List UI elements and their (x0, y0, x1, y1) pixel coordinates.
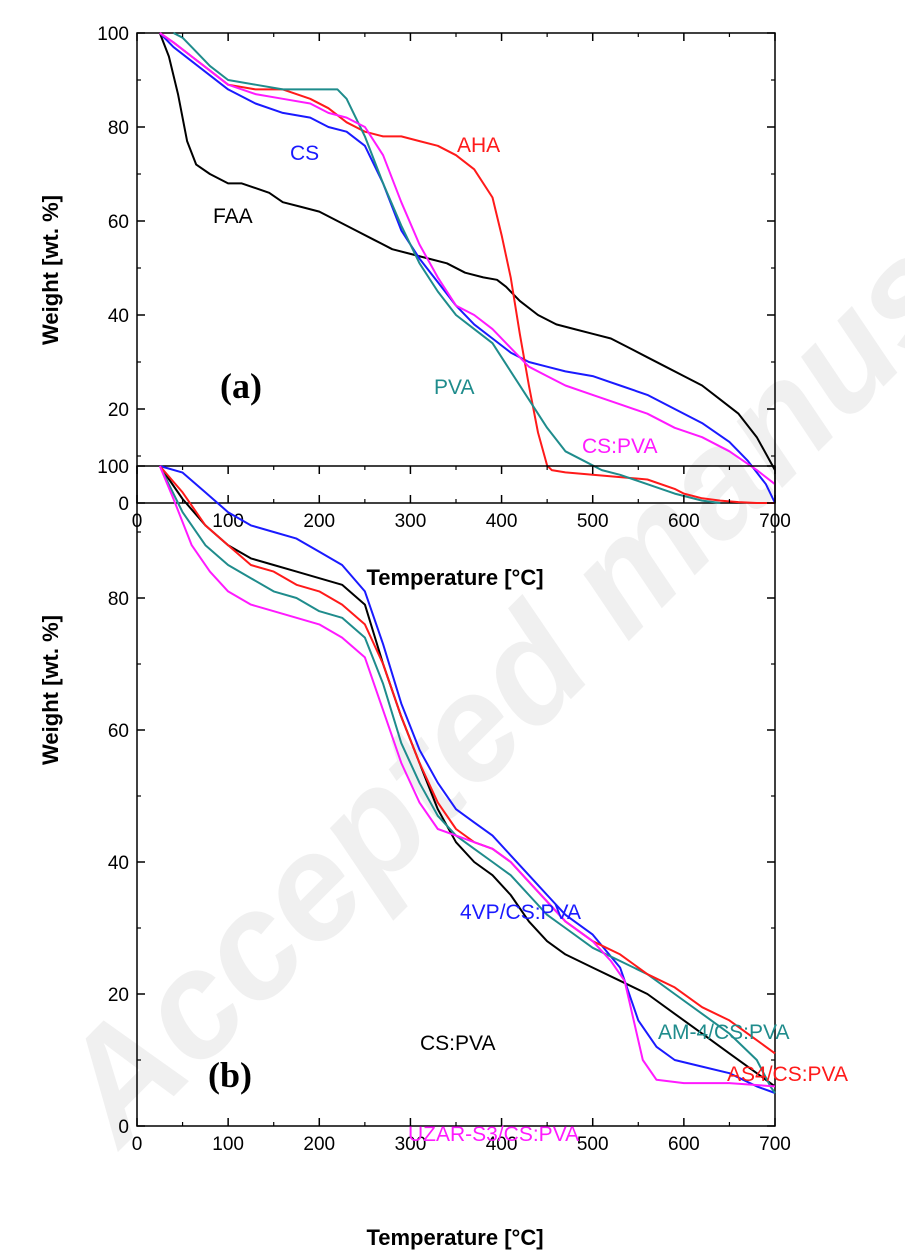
series-label-as4: AS4/CS:PVA (727, 1063, 848, 1086)
series-label-am4: AM-4/CS:PVA (658, 1021, 789, 1044)
y-tick-label: 80 (108, 589, 129, 610)
y-tick-label: 60 (108, 212, 129, 233)
series-line-uzar-s3-cs-pva (158, 465, 776, 1088)
y-tick-label: 0 (118, 494, 129, 515)
y-ticks-a: 0 20 40 60 80 100 (97, 24, 775, 515)
series-label-cs-pva-a: CS:PVA (582, 435, 657, 458)
y-tick-label: 100 (97, 24, 129, 45)
chart-panel-b: 0 100 200 300 400 500 600 700 0 20 40 60 80 100 Temp… (38, 457, 848, 1250)
x-tick-label: 300 (395, 511, 427, 532)
y-tick-label: 20 (108, 985, 129, 1006)
y-tick-label: 60 (108, 721, 129, 742)
x-tick-label: 100 (212, 1134, 244, 1155)
y-axis-label-a: Weight [wt. %] (38, 195, 63, 345)
y-axis-label-b: Weight [wt. %] (38, 615, 63, 765)
series-label-pva: PVA (434, 376, 474, 399)
series-line-as4-cs-pva (159, 465, 776, 1055)
series-line-4vp-cs-pva (159, 465, 776, 1094)
y-tick-label: 40 (108, 306, 129, 327)
series-label-cs-pva-b: CS:PVA (420, 1032, 495, 1055)
series-line-faa (158, 32, 776, 471)
series-label-aha: AHA (457, 134, 500, 157)
series-label-uzar: UZAR-S3/CS:PVA (408, 1123, 579, 1146)
x-tick-label: 0 (132, 1134, 143, 1155)
y-tick-label: 20 (108, 400, 129, 421)
x-tick-label: 500 (577, 1134, 609, 1155)
x-axis-label-b: Temperature [°C] (366, 1225, 543, 1250)
x-tick-label: 200 (303, 1134, 335, 1155)
y-tick-label: 100 (97, 457, 129, 478)
series-label-4vp: 4VP/CS:PVA (460, 901, 581, 924)
x-tick-label: 600 (668, 511, 700, 532)
panel-label-a: (a) (220, 366, 262, 406)
series-line-pva (173, 32, 721, 504)
x-ticks-b: 0 100 200 300 400 500 600 700 (132, 466, 791, 1155)
x-tick-label: 200 (303, 511, 335, 532)
panel-label-b: (b) (208, 1055, 252, 1095)
x-tick-label: 600 (668, 1134, 700, 1155)
x-tick-label: 400 (486, 511, 518, 532)
x-tick-label: 400 (486, 1134, 518, 1155)
series-label-faa: FAA (213, 205, 253, 228)
x-axis-label-a: Temperature [°C] (366, 565, 543, 590)
x-tick-label: 500 (577, 511, 609, 532)
y-tick-label: 40 (108, 853, 129, 874)
y-ticks-b: 0 20 40 60 80 100 (97, 457, 775, 1138)
y-tick-label: 80 (108, 118, 129, 139)
series-label-cs: CS (290, 142, 319, 165)
x-tick-label: 300 (395, 1134, 427, 1155)
y-tick-label: 0 (118, 1117, 129, 1138)
series-line-cs-pva (158, 465, 776, 1088)
x-tick-label: 100 (212, 511, 244, 532)
series-line-cs-pva (159, 32, 776, 485)
x-tick-label: 700 (759, 1134, 791, 1155)
series-line-am-4-cs-pva (158, 465, 776, 1094)
